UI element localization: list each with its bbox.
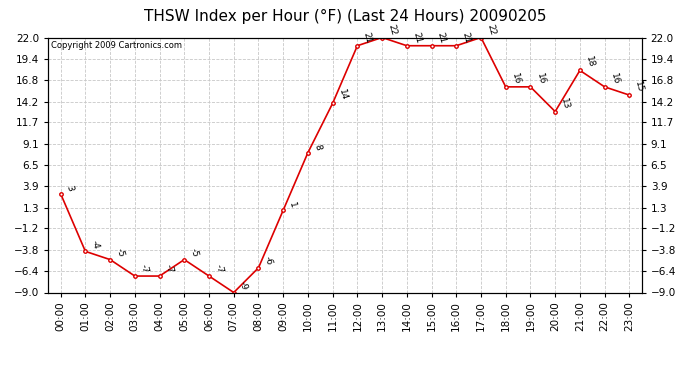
Text: 1: 1 bbox=[287, 201, 297, 209]
Text: 13: 13 bbox=[560, 97, 571, 110]
Text: 22: 22 bbox=[485, 23, 497, 36]
Text: 21: 21 bbox=[411, 31, 422, 44]
Text: -5: -5 bbox=[188, 247, 199, 258]
Text: 16: 16 bbox=[609, 72, 620, 86]
Text: 8: 8 bbox=[312, 143, 322, 151]
Text: -5: -5 bbox=[115, 247, 126, 258]
Text: -7: -7 bbox=[164, 264, 175, 274]
Text: 15: 15 bbox=[633, 80, 645, 94]
Text: 22: 22 bbox=[386, 23, 398, 36]
Text: 14: 14 bbox=[337, 88, 348, 102]
Text: -7: -7 bbox=[139, 264, 150, 274]
Text: 3: 3 bbox=[65, 184, 75, 192]
Text: 21: 21 bbox=[460, 31, 472, 44]
Text: -9: -9 bbox=[238, 280, 249, 291]
Text: THSW Index per Hour (°F) (Last 24 Hours) 20090205: THSW Index per Hour (°F) (Last 24 Hours)… bbox=[144, 9, 546, 24]
Text: 18: 18 bbox=[584, 56, 595, 69]
Text: 21: 21 bbox=[362, 31, 373, 44]
Text: -4: -4 bbox=[90, 239, 101, 250]
Text: Copyright 2009 Cartronics.com: Copyright 2009 Cartronics.com bbox=[51, 41, 182, 50]
Text: 21: 21 bbox=[435, 31, 447, 44]
Text: -7: -7 bbox=[213, 264, 224, 274]
Text: 16: 16 bbox=[535, 72, 546, 86]
Text: 16: 16 bbox=[510, 72, 522, 86]
Text: -6: -6 bbox=[263, 255, 274, 266]
